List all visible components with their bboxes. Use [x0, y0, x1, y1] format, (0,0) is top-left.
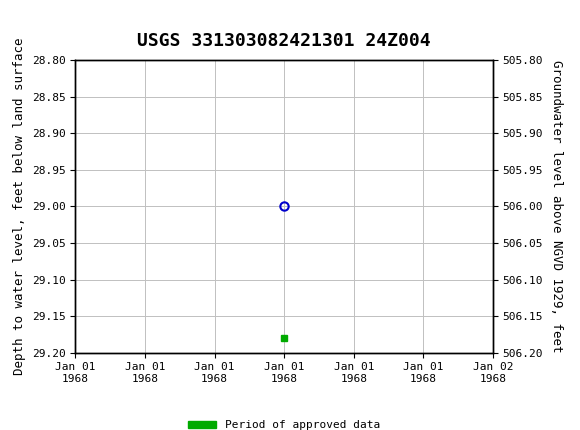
Title: USGS 331303082421301 24Z004: USGS 331303082421301 24Z004 — [137, 32, 431, 50]
Y-axis label: Depth to water level, feet below land surface: Depth to water level, feet below land su… — [13, 38, 26, 375]
Legend: Period of approved data: Period of approved data — [184, 416, 385, 430]
Y-axis label: Groundwater level above NGVD 1929, feet: Groundwater level above NGVD 1929, feet — [550, 60, 563, 353]
Text: ≋USGS: ≋USGS — [12, 10, 88, 29]
